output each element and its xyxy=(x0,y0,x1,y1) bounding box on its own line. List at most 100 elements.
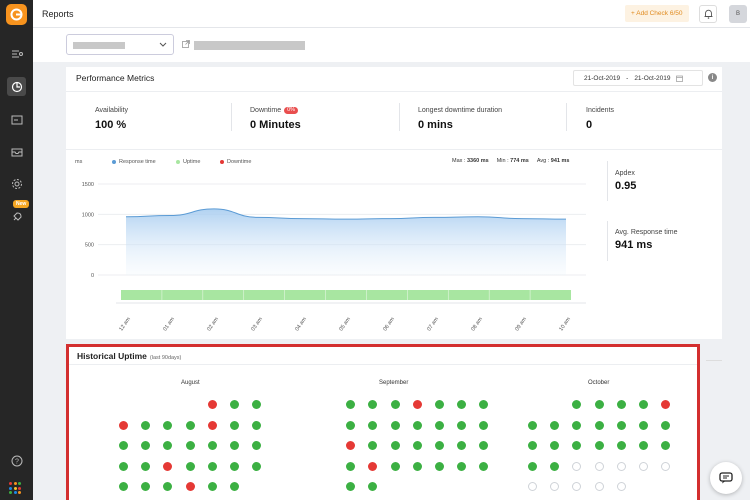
day-status-dot[interactable] xyxy=(639,441,648,450)
day-status-dot[interactable] xyxy=(412,400,422,409)
day-status-dot[interactable] xyxy=(639,400,648,409)
day-status-dot[interactable] xyxy=(368,400,378,409)
day-status-dot[interactable] xyxy=(412,461,422,471)
add-check-button[interactable]: + Add Check 6/50 xyxy=(625,5,689,22)
day-status-dot[interactable] xyxy=(616,461,626,471)
avatar[interactable]: B xyxy=(729,5,747,23)
sidebar-item-reports[interactable] xyxy=(7,77,26,96)
day-status-dot[interactable] xyxy=(616,482,626,491)
day-status-dot[interactable] xyxy=(479,420,489,430)
day-status-dot[interactable] xyxy=(479,400,489,409)
day-status-dot[interactable] xyxy=(457,420,467,430)
day-status-dot[interactable] xyxy=(207,420,217,430)
day-status-dot[interactable] xyxy=(207,441,217,450)
day-status-dot[interactable] xyxy=(390,441,400,450)
day-status-dot[interactable] xyxy=(435,461,444,471)
sidebar-item-help[interactable]: ? xyxy=(7,451,26,470)
day-status-dot[interactable] xyxy=(572,400,582,409)
day-status-dot[interactable] xyxy=(528,420,537,430)
day-status-dot[interactable] xyxy=(572,420,582,430)
day-status-dot[interactable] xyxy=(435,400,444,409)
day-status-dot[interactable] xyxy=(390,420,400,430)
day-status-dot[interactable] xyxy=(185,461,195,471)
notifications-button[interactable] xyxy=(699,5,717,23)
day-status-dot[interactable] xyxy=(119,461,128,471)
external-link-icon[interactable] xyxy=(182,40,190,48)
day-status-dot[interactable] xyxy=(207,400,217,409)
day-status-dot[interactable] xyxy=(594,420,604,430)
monitor-select[interactable] xyxy=(66,34,174,55)
day-status-dot[interactable] xyxy=(661,461,671,471)
day-status-dot[interactable] xyxy=(368,420,378,430)
day-status-dot[interactable] xyxy=(185,420,195,430)
day-status-dot[interactable] xyxy=(479,441,489,450)
day-status-dot[interactable] xyxy=(594,482,604,491)
day-status-dot[interactable] xyxy=(572,441,582,450)
day-status-dot[interactable] xyxy=(119,482,128,491)
day-status-dot[interactable] xyxy=(207,482,217,491)
day-status-dot[interactable] xyxy=(185,441,195,450)
day-status-dot[interactable] xyxy=(457,461,467,471)
day-status-dot[interactable] xyxy=(252,441,262,450)
day-status-dot[interactable] xyxy=(639,420,648,430)
info-icon[interactable]: i xyxy=(708,73,717,82)
day-status-dot[interactable] xyxy=(346,400,356,409)
day-status-dot[interactable] xyxy=(252,461,262,471)
day-status-dot[interactable] xyxy=(412,441,422,450)
day-status-dot[interactable] xyxy=(661,400,671,409)
day-status-dot[interactable] xyxy=(346,441,356,450)
legend-response-time[interactable]: Response time xyxy=(112,159,156,165)
day-status-dot[interactable] xyxy=(550,441,560,450)
day-status-dot[interactable] xyxy=(572,482,582,491)
day-status-dot[interactable] xyxy=(412,420,422,430)
day-status-dot[interactable] xyxy=(594,400,604,409)
day-status-dot[interactable] xyxy=(252,420,262,430)
day-status-dot[interactable] xyxy=(346,420,356,430)
day-status-dot[interactable] xyxy=(616,400,626,409)
day-status-dot[interactable] xyxy=(457,441,467,450)
day-status-dot[interactable] xyxy=(141,420,151,430)
day-status-dot[interactable] xyxy=(230,420,239,430)
day-status-dot[interactable] xyxy=(528,461,537,471)
day-status-dot[interactable] xyxy=(141,482,151,491)
sidebar-item-whats-new[interactable] xyxy=(7,207,26,226)
day-status-dot[interactable] xyxy=(661,441,671,450)
day-status-dot[interactable] xyxy=(639,461,648,471)
day-status-dot[interactable] xyxy=(550,420,560,430)
day-status-dot[interactable] xyxy=(368,461,378,471)
day-status-dot[interactable] xyxy=(230,482,239,491)
day-status-dot[interactable] xyxy=(119,441,128,450)
day-status-dot[interactable] xyxy=(230,441,239,450)
day-status-dot[interactable] xyxy=(528,482,537,491)
legend-uptime[interactable]: Uptime xyxy=(176,159,200,165)
day-status-dot[interactable] xyxy=(435,441,444,450)
day-status-dot[interactable] xyxy=(252,400,262,409)
day-status-dot[interactable] xyxy=(230,461,239,471)
chat-button[interactable] xyxy=(710,462,742,494)
day-status-dot[interactable] xyxy=(163,441,173,450)
day-status-dot[interactable] xyxy=(163,420,173,430)
day-status-dot[interactable] xyxy=(346,461,356,471)
sidebar-item-contacts[interactable] xyxy=(7,110,26,129)
day-status-dot[interactable] xyxy=(141,461,151,471)
sidebar-item-filters[interactable] xyxy=(7,44,26,63)
day-status-dot[interactable] xyxy=(368,441,378,450)
day-status-dot[interactable] xyxy=(661,420,671,430)
day-status-dot[interactable] xyxy=(435,420,444,430)
day-status-dot[interactable] xyxy=(207,461,217,471)
day-status-dot[interactable] xyxy=(163,482,173,491)
day-status-dot[interactable] xyxy=(185,482,195,491)
day-status-dot[interactable] xyxy=(550,461,560,471)
sidebar-item-settings[interactable] xyxy=(7,174,26,193)
day-status-dot[interactable] xyxy=(163,461,173,471)
day-status-dot[interactable] xyxy=(346,482,356,491)
day-status-dot[interactable] xyxy=(594,441,604,450)
day-status-dot[interactable] xyxy=(390,461,400,471)
day-status-dot[interactable] xyxy=(550,482,560,491)
legend-downtime[interactable]: Downtime xyxy=(220,159,251,165)
day-status-dot[interactable] xyxy=(141,441,151,450)
day-status-dot[interactable] xyxy=(616,441,626,450)
day-status-dot[interactable] xyxy=(390,400,400,409)
day-status-dot[interactable] xyxy=(572,461,582,471)
day-status-dot[interactable] xyxy=(616,420,626,430)
